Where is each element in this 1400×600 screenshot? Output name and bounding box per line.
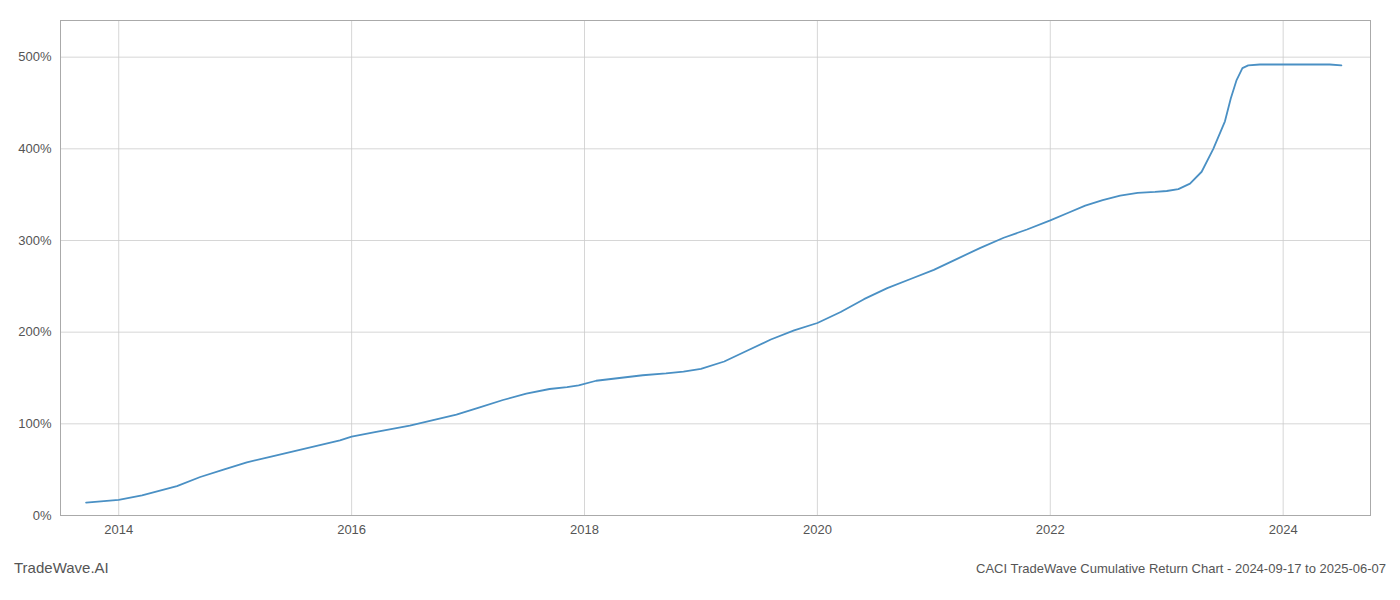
html-text:CACI TradeWave Cumulative Retu: CACI TradeWave Cumulative Return Chart -… [976, 561, 1386, 576]
svg-text:2016: 2016 [337, 522, 366, 537]
html-text:TradeWave.AI: TradeWave.AI [14, 559, 109, 576]
svg-text:500%: 500% [18, 49, 52, 64]
svg-text:400%: 400% [18, 141, 52, 156]
svg-text:2022: 2022 [1036, 522, 1065, 537]
svg-text:0%: 0% [33, 508, 52, 523]
svg-text:2018: 2018 [570, 522, 599, 537]
svg-text:300%: 300% [18, 233, 52, 248]
svg-text:2020: 2020 [803, 522, 832, 537]
svg-text:200%: 200% [18, 324, 52, 339]
svg-text:2014: 2014 [104, 522, 133, 537]
svg-text:100%: 100% [18, 416, 52, 431]
svg-text:2024: 2024 [1269, 522, 1298, 537]
